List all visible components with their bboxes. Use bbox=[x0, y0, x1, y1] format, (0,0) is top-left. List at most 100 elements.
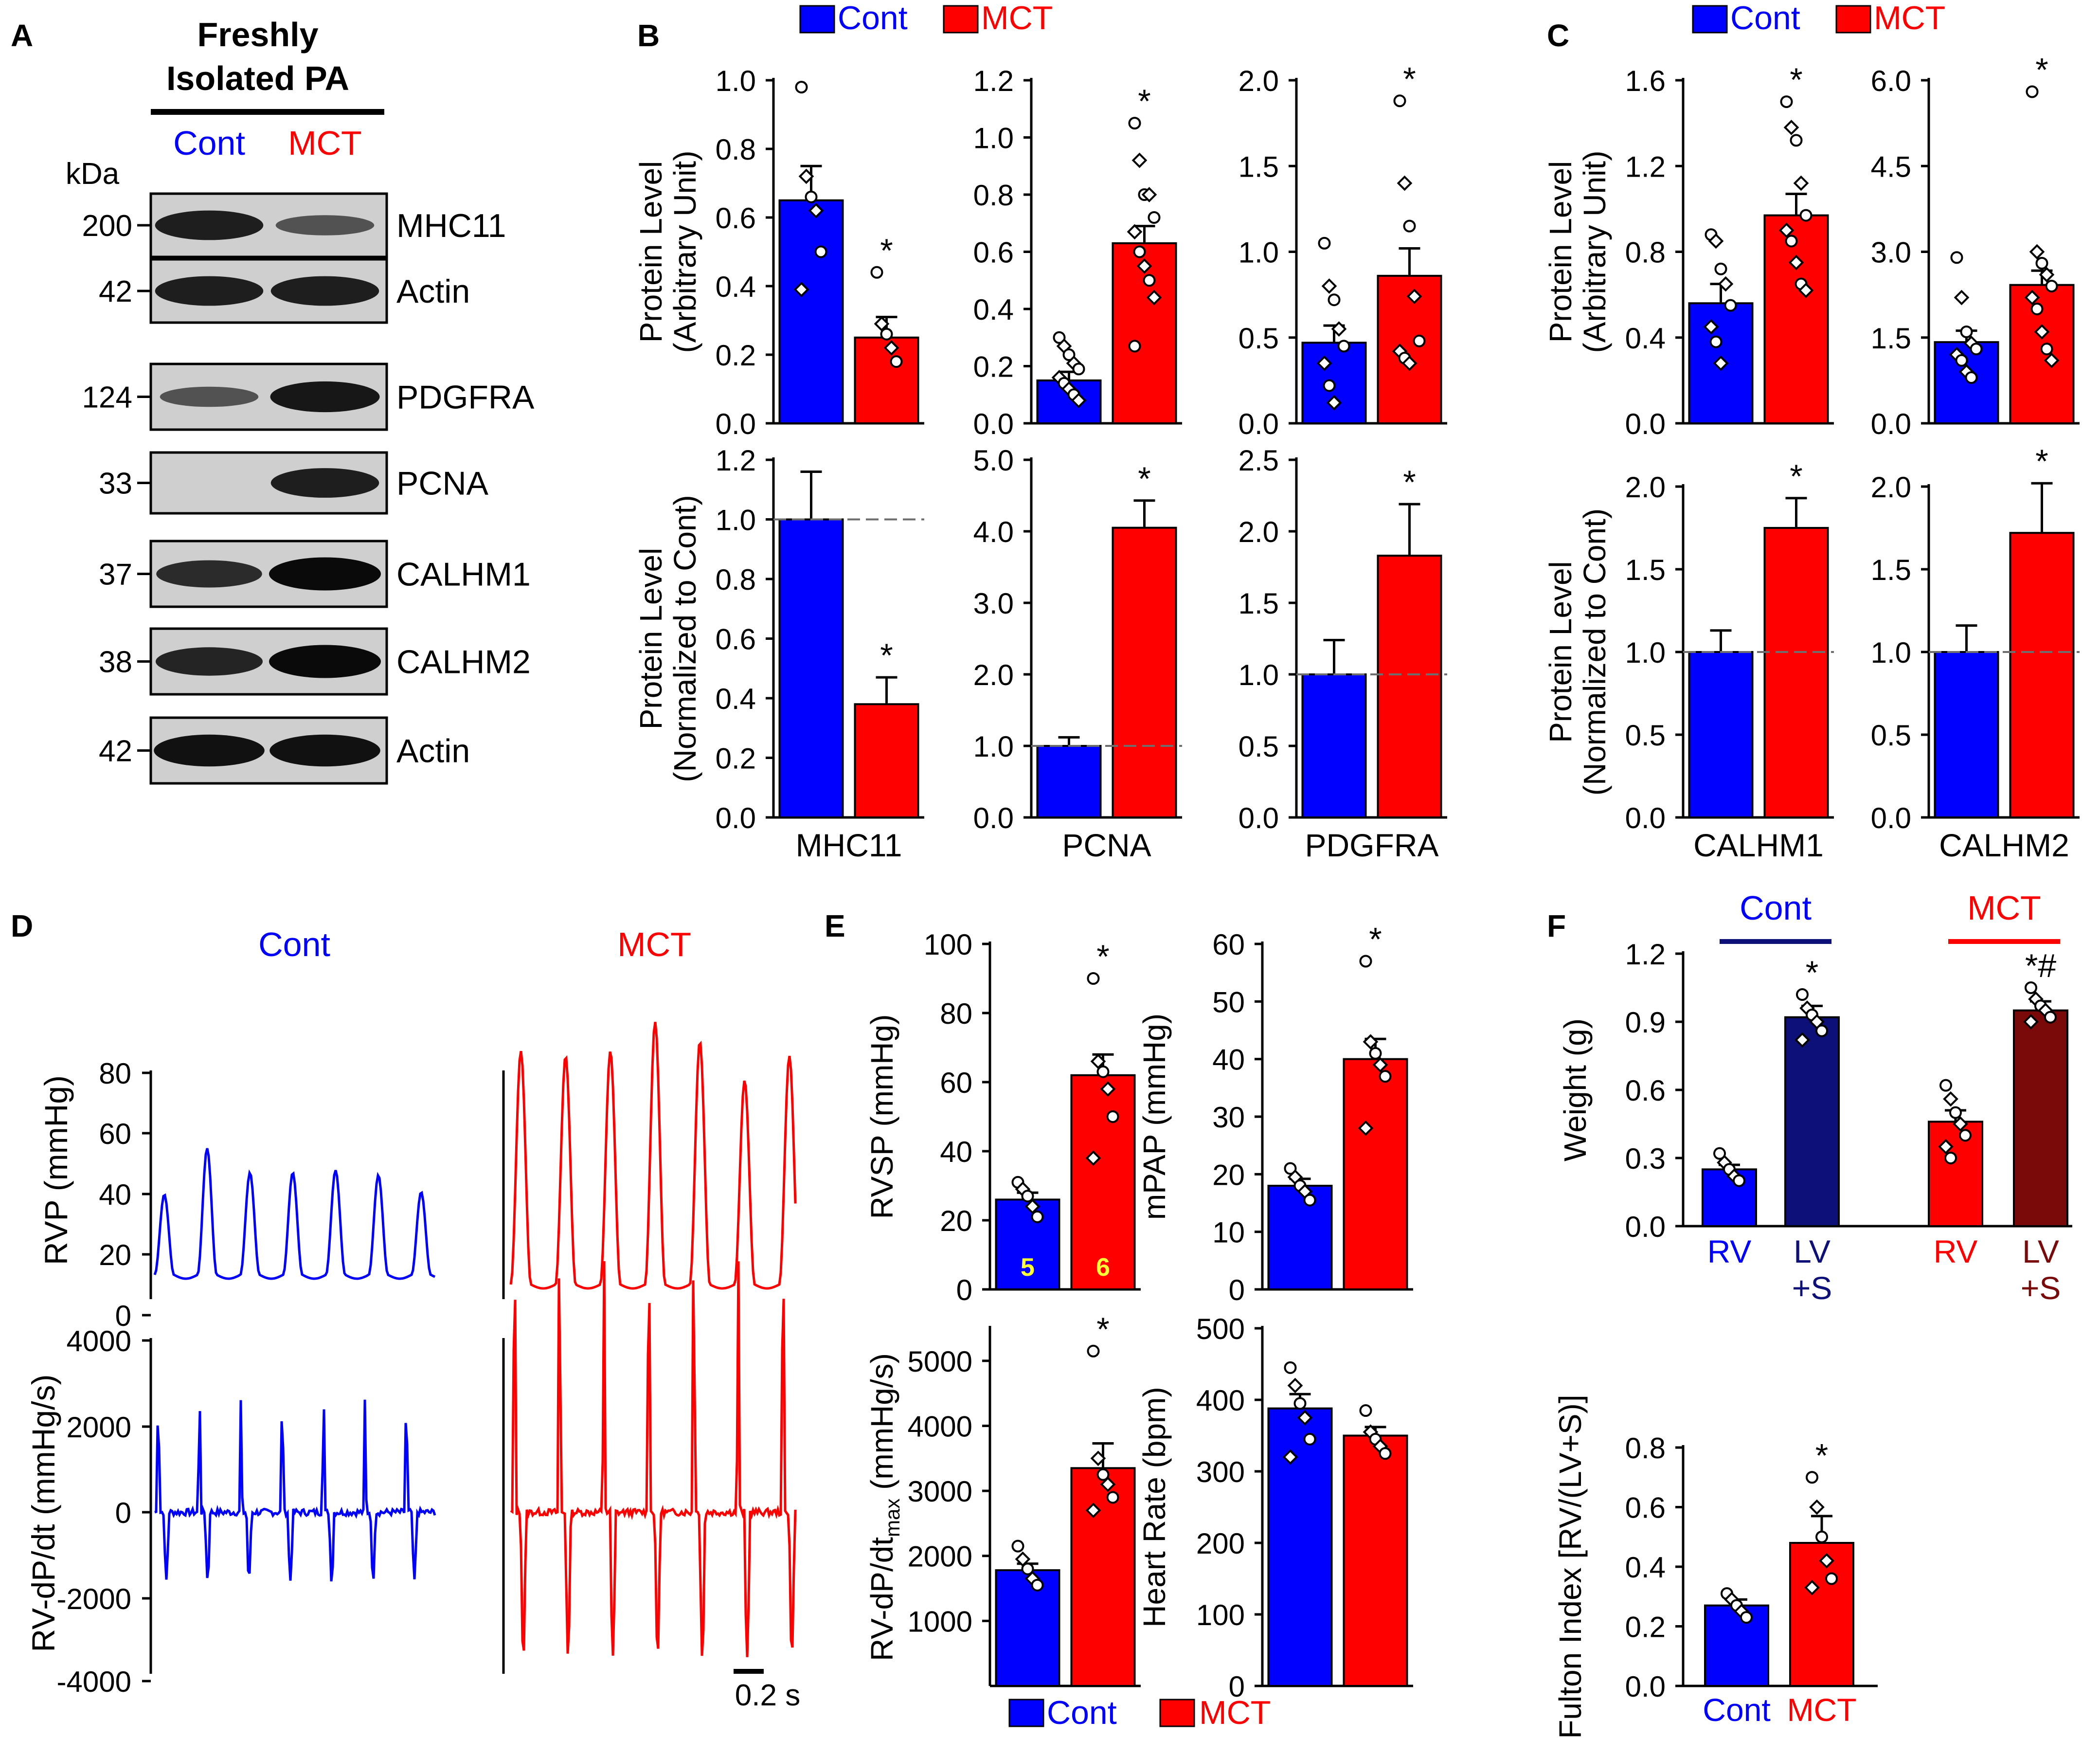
data-point bbox=[1316, 355, 1332, 371]
data-point bbox=[1393, 94, 1406, 108]
y-tick-label: 20 bbox=[1212, 1159, 1245, 1191]
significance-marker: * bbox=[1138, 460, 1150, 497]
data-point bbox=[2025, 981, 2037, 994]
f-group-label-cont: Cont bbox=[1740, 889, 1812, 927]
data-point bbox=[1106, 1110, 1119, 1123]
blot-kda-value: 200 bbox=[82, 209, 132, 243]
data-point bbox=[1146, 290, 1162, 306]
data-point bbox=[1303, 1194, 1316, 1207]
data-point bbox=[870, 266, 883, 279]
data-point bbox=[1131, 152, 1148, 168]
chart-f2: 0.0 0.2 0.4 0.6 0.8 Cont * MCT Fulton Index [RV/… bbox=[1553, 1394, 1878, 1738]
x-category-label: Cont bbox=[1703, 1692, 1770, 1728]
y-axis-label: Protein Level bbox=[1543, 561, 1578, 743]
y-tick-label: 0.0 bbox=[716, 408, 756, 440]
y-tick-label: 2.0 bbox=[1238, 516, 1279, 548]
y-tick-label: 0.4 bbox=[1625, 322, 1666, 355]
data-point bbox=[1796, 988, 1809, 1001]
data-point bbox=[1949, 1106, 1962, 1119]
y-tick-label: 2.0 bbox=[1238, 65, 1279, 97]
y-tick-label: 20 bbox=[940, 1205, 972, 1237]
chart-b5: 0.0 1.0 2.0 3.0 4.0 5.0 * PCNA bbox=[973, 444, 1182, 863]
data-point bbox=[1090, 1450, 1106, 1466]
y-tick-label: 100 bbox=[924, 928, 972, 961]
y-tick-label: 0 bbox=[1229, 1274, 1245, 1306]
data-point bbox=[1397, 175, 1413, 191]
bar-cont bbox=[995, 1198, 1060, 1290]
panel-label-d: D bbox=[11, 908, 33, 943]
y-tick-label: 60 bbox=[940, 1067, 972, 1099]
bar-cont bbox=[1934, 341, 1999, 425]
data-point bbox=[1297, 1410, 1313, 1426]
data-point bbox=[1950, 251, 1963, 264]
y-tick-label: 0.2 bbox=[716, 742, 756, 775]
data-point bbox=[1282, 1449, 1298, 1465]
blot-protein-label: PCNA bbox=[396, 465, 489, 502]
data-point bbox=[808, 203, 824, 218]
y-axis-label-unit: (Normalized to Cont) bbox=[1577, 508, 1612, 796]
y-axis-label-unit: (Normalized to Cont) bbox=[667, 495, 702, 782]
data-point bbox=[1938, 1139, 1954, 1155]
x-axis-label: PDGFRA bbox=[1305, 827, 1438, 863]
blot-band-mct bbox=[270, 468, 379, 498]
y-tick-label: 0 bbox=[115, 1497, 131, 1529]
y-tick-label: 0.0 bbox=[973, 408, 1014, 440]
data-point bbox=[1793, 175, 1809, 191]
data-point bbox=[1318, 236, 1331, 250]
y-tick-label: 0 bbox=[115, 1300, 131, 1332]
data-point bbox=[1778, 222, 1795, 238]
data-point bbox=[883, 340, 899, 356]
data-point bbox=[1943, 1091, 1958, 1107]
y-tick-label: 80 bbox=[99, 1057, 131, 1090]
significance-marker: * bbox=[2035, 52, 2048, 89]
data-point bbox=[1819, 1553, 1834, 1569]
y-tick-label: 5.0 bbox=[973, 444, 1014, 477]
data-point bbox=[1799, 209, 1813, 222]
y-tick-label: 3.0 bbox=[973, 587, 1014, 620]
data-point bbox=[2044, 1011, 2057, 1024]
chart-c3: 0.0 0.5 1.0 1.5 2.0 * CALHM1 Protein Level(Norm… bbox=[1543, 458, 1834, 863]
rvp-axis-label: RVP (mmHg) bbox=[38, 1075, 74, 1265]
data-point bbox=[2044, 352, 2060, 368]
data-point bbox=[2045, 280, 2058, 292]
data-point bbox=[1323, 379, 1336, 392]
data-point bbox=[1960, 326, 1973, 338]
bar-cont bbox=[1934, 651, 1999, 818]
y-tick-label: 500 bbox=[1196, 1313, 1245, 1345]
chart-b6: 0.0 0.5 1.0 1.5 2.0 2.5 * PDGFRA bbox=[1238, 444, 1447, 863]
data-point bbox=[1804, 1580, 1820, 1595]
y-tick-label: 1.5 bbox=[1238, 587, 1279, 620]
y-tick-label: 0.0 bbox=[1625, 408, 1666, 440]
y-tick-label: 3000 bbox=[908, 1475, 972, 1508]
data-point bbox=[1072, 362, 1085, 376]
y-tick-label: 2000 bbox=[67, 1411, 131, 1444]
data-point bbox=[2035, 257, 2048, 270]
y-tick-label: 400 bbox=[1196, 1384, 1245, 1417]
y-tick-label: 50 bbox=[1212, 986, 1245, 1018]
blot-row-6: 38 CALHM2 bbox=[99, 627, 531, 696]
y-tick-label: 0.4 bbox=[716, 683, 756, 715]
data-point bbox=[1071, 393, 1087, 408]
legend-b-cont-swatch bbox=[799, 5, 835, 34]
data-point bbox=[1106, 1491, 1119, 1504]
y-tick-label: 60 bbox=[99, 1118, 131, 1150]
y-tick-label: 2.0 bbox=[973, 659, 1014, 691]
data-point bbox=[1011, 1539, 1024, 1553]
significance-marker: * bbox=[1096, 938, 1109, 975]
panel-d-traces: Cont MCT RVP (mmHg) RV-dP/dt (mmHg/s) 0.… bbox=[25, 925, 800, 1712]
f-group-label-mct: MCT bbox=[1967, 889, 2041, 927]
legend-c-cont-label: Cont bbox=[1730, 0, 1800, 36]
y-tick-label: 0.4 bbox=[1625, 1551, 1666, 1584]
blot-band-cont bbox=[160, 386, 259, 407]
data-point bbox=[1790, 134, 1803, 147]
data-point bbox=[2030, 303, 2044, 315]
y-tick-label: 60 bbox=[1212, 928, 1245, 961]
y-tick-label: 0.8 bbox=[1625, 236, 1666, 269]
n-label: 5 bbox=[1021, 1253, 1035, 1282]
blot-band-cont bbox=[156, 647, 263, 676]
y-tick-label: 0.8 bbox=[716, 133, 756, 166]
blot-kda-value: 38 bbox=[99, 646, 132, 679]
data-point bbox=[1053, 331, 1066, 344]
data-point bbox=[1783, 120, 1799, 135]
bar-cont bbox=[1688, 651, 1754, 818]
